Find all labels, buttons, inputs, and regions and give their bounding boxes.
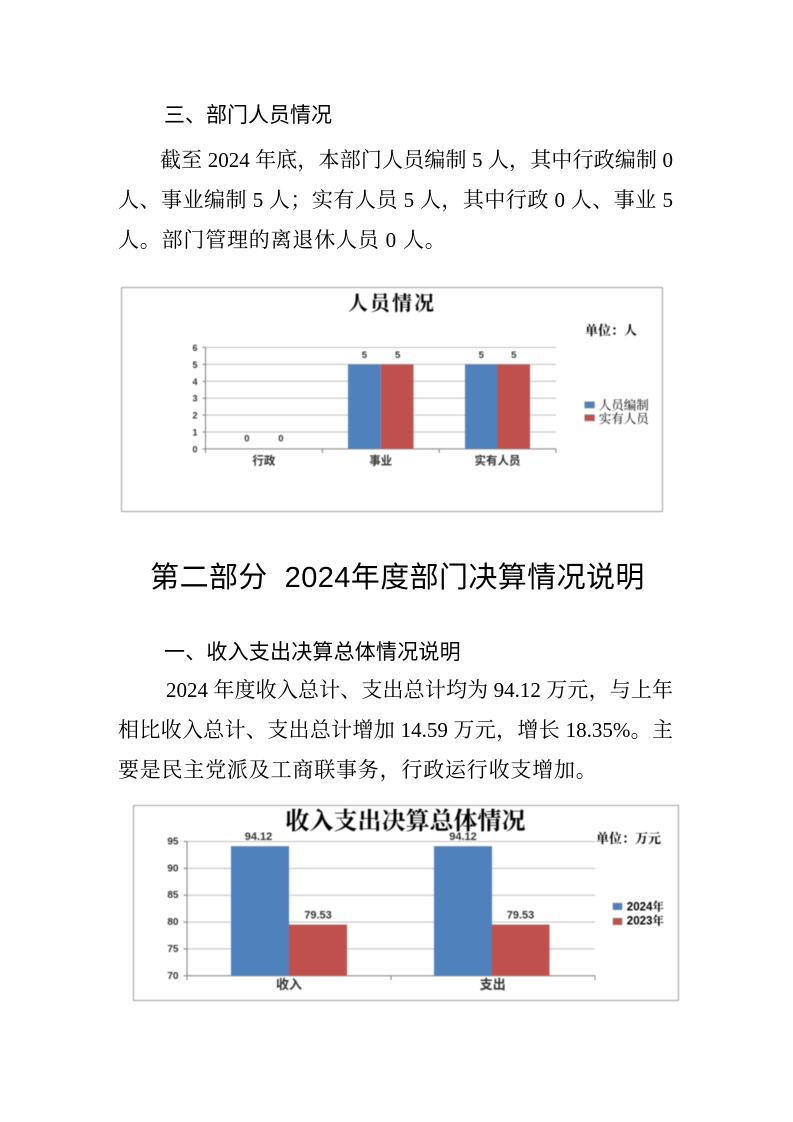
svg-text:5: 5 (192, 360, 197, 370)
svg-text:70: 70 (167, 971, 179, 982)
svg-text:75: 75 (167, 944, 179, 955)
svg-text:人员编制: 人员编制 (599, 398, 649, 413)
svg-text:5: 5 (362, 350, 368, 361)
svg-text:80: 80 (167, 917, 179, 928)
svg-text:94.12: 94.12 (245, 831, 273, 843)
svg-text:行政: 行政 (252, 454, 275, 468)
svg-text:5: 5 (395, 350, 401, 361)
svg-text:支出: 支出 (480, 977, 506, 992)
svg-text:85: 85 (167, 890, 179, 901)
svg-text:人员情况: 人员情况 (348, 292, 436, 315)
svg-text:收入支出决算总体情况: 收入支出决算总体情况 (286, 807, 526, 835)
svg-text:2024年: 2024年 (627, 900, 665, 914)
svg-text:0: 0 (244, 434, 249, 445)
svg-text:3: 3 (192, 394, 197, 404)
svg-text:95: 95 (167, 837, 179, 848)
svg-text:4: 4 (192, 377, 197, 387)
svg-text:2023年: 2023年 (627, 914, 665, 928)
svg-text:0: 0 (192, 444, 197, 454)
svg-text:79.53: 79.53 (507, 910, 535, 922)
svg-text:单位：人: 单位：人 (585, 323, 637, 338)
svg-text:79.53: 79.53 (304, 910, 332, 922)
svg-text:2: 2 (192, 411, 197, 421)
svg-text:5: 5 (479, 350, 485, 361)
svg-text:1: 1 (192, 428, 197, 438)
svg-text:5: 5 (511, 350, 517, 361)
svg-text:实有人员: 实有人员 (599, 412, 651, 426)
svg-text:0: 0 (278, 434, 283, 445)
svg-text:94.12: 94.12 (449, 831, 477, 843)
svg-text:收入: 收入 (276, 977, 302, 992)
svg-text:90: 90 (167, 863, 179, 874)
svg-text:实有人员: 实有人员 (475, 454, 521, 468)
svg-text:6: 6 (192, 343, 197, 353)
svg-text:单位：万元: 单位：万元 (596, 831, 661, 846)
svg-text:事业: 事业 (369, 454, 392, 468)
